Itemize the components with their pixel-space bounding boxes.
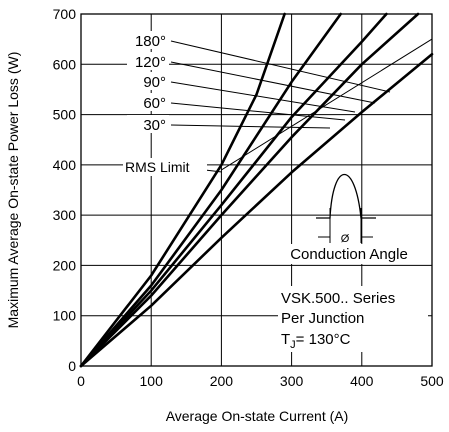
leader-line [170, 40, 391, 93]
y-tick-label: 400 [53, 157, 77, 173]
plot-frame [80, 13, 433, 367]
angle-label: 90° [143, 74, 166, 91]
leader-line [170, 102, 346, 121]
ticks: 0 100 200 300 400 500 0 100 200 300 400 500 600 700 [53, 6, 444, 389]
y-tick-label: 300 [53, 207, 77, 223]
leaders [170, 40, 391, 173]
curve-120-deg [79, 12, 342, 368]
y-axis-label: Maximum Average On-state Power Loss (W) [5, 52, 21, 329]
leader-line [170, 81, 356, 113]
y-tick-label: 100 [53, 308, 77, 324]
rms-limit-line [220, 38, 433, 171]
x-tick-label: 400 [350, 373, 374, 389]
info-series: VSK.500.. Series [281, 290, 395, 307]
info-tj: TJ= 130°C [281, 331, 351, 351]
conduction-angle-diagram: Ø [316, 173, 376, 245]
angle-label-bg [127, 72, 169, 90]
curve-60-deg [79, 12, 420, 368]
phi-symbol: Ø [341, 233, 350, 245]
angle-label-bg [127, 31, 169, 49]
rms-limit-label: RMS Limit [125, 159, 190, 175]
angle-label: 120° [135, 54, 166, 71]
angle-label-bg [127, 115, 169, 133]
curve-90-deg [79, 12, 388, 368]
x-tick-label: 500 [420, 373, 444, 389]
angle-label-bg [127, 93, 169, 111]
leader-line [170, 124, 331, 129]
x-tick-label: 200 [210, 373, 234, 389]
conduction-angle-label: Conduction Angle [290, 246, 408, 263]
angle-label-bg [127, 52, 169, 70]
x-tick-label: 100 [140, 373, 164, 389]
y-tick-label: 500 [53, 107, 77, 123]
leader-line [170, 61, 376, 104]
info-box-bg [278, 286, 428, 352]
angle-label: 60° [143, 95, 166, 112]
y-tick-label: 0 [68, 358, 76, 374]
conduction-angle-bg [268, 244, 430, 264]
rms-leader [204, 169, 223, 173]
angle-label: 180° [135, 33, 166, 50]
x-tick-label: 0 [77, 373, 85, 389]
y-tick-label: 200 [53, 257, 77, 273]
rms-label-bg [123, 158, 207, 176]
y-tick-label: 600 [53, 56, 77, 72]
angle-label: 30° [143, 117, 166, 134]
x-axis-label: Average On-state Current (A) [166, 408, 349, 424]
info-per-junction: Per Junction [281, 310, 364, 327]
x-tick-label: 300 [280, 373, 304, 389]
y-tick-label: 700 [53, 6, 77, 22]
curve-180-deg [79, 12, 286, 368]
labels: 180° 120° 90° 60° 30° RMS Limit [123, 31, 207, 176]
